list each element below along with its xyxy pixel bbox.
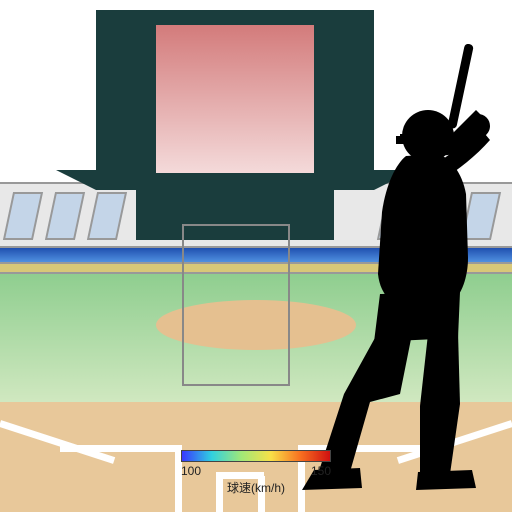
strike-zone xyxy=(182,224,290,386)
speed-colorbar xyxy=(181,450,331,462)
batter-silhouette xyxy=(300,44,510,504)
speed-tick-min: 100 xyxy=(181,464,201,478)
speed-legend: 100 150 球速(km/h) xyxy=(181,450,331,496)
speed-tick-max: 150 xyxy=(311,464,331,478)
speed-ticks: 100 150 xyxy=(181,464,331,478)
batter-box-left-top xyxy=(60,445,180,452)
scoreboard-screen xyxy=(156,25,314,173)
baseball-scene: 100 150 球速(km/h) xyxy=(0,0,512,512)
speed-label: 球速(km/h) xyxy=(181,479,331,496)
